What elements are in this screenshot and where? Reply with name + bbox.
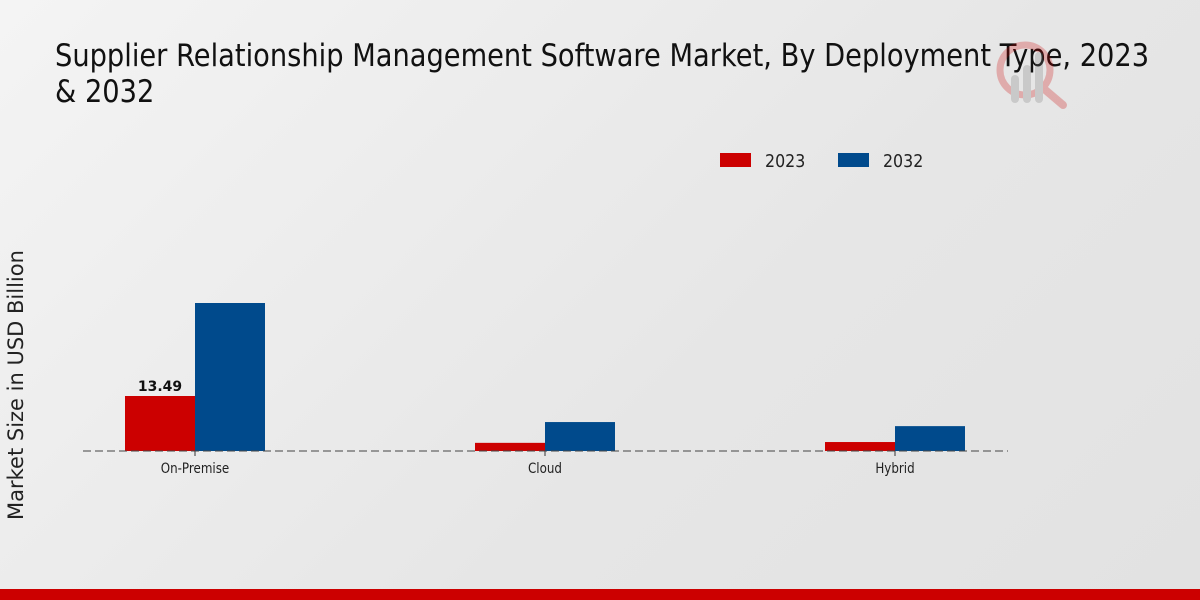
- bar-2023-on-premise: [125, 396, 195, 451]
- data-label: 13.49: [138, 379, 182, 395]
- chart-title-line1: Supplier Relationship Management Softwar…: [55, 38, 1150, 74]
- legend-label-2032: 2032: [883, 150, 923, 171]
- watermark-logo-icon: [996, 41, 1067, 109]
- footer-bar: [0, 589, 1200, 600]
- bar-2023-cloud: [475, 442, 545, 451]
- bar-2023-hybrid: [825, 442, 895, 451]
- x-tick-label: Cloud: [528, 461, 562, 477]
- x-tick-label: Hybrid: [875, 461, 914, 477]
- legend-label-2023: 2023: [765, 150, 805, 171]
- bar-2032-hybrid: [895, 426, 965, 451]
- x-tick-label: On-Premise: [161, 461, 230, 477]
- bar-2032-on-premise: [195, 303, 265, 451]
- bar-2032-cloud: [545, 422, 615, 451]
- chart-title-line2: & 2032: [55, 74, 155, 110]
- legend-swatch-2032: [838, 153, 869, 167]
- legend-swatch-2023: [720, 153, 751, 167]
- chart-title: Supplier Relationship Management Softwar…: [55, 38, 1199, 110]
